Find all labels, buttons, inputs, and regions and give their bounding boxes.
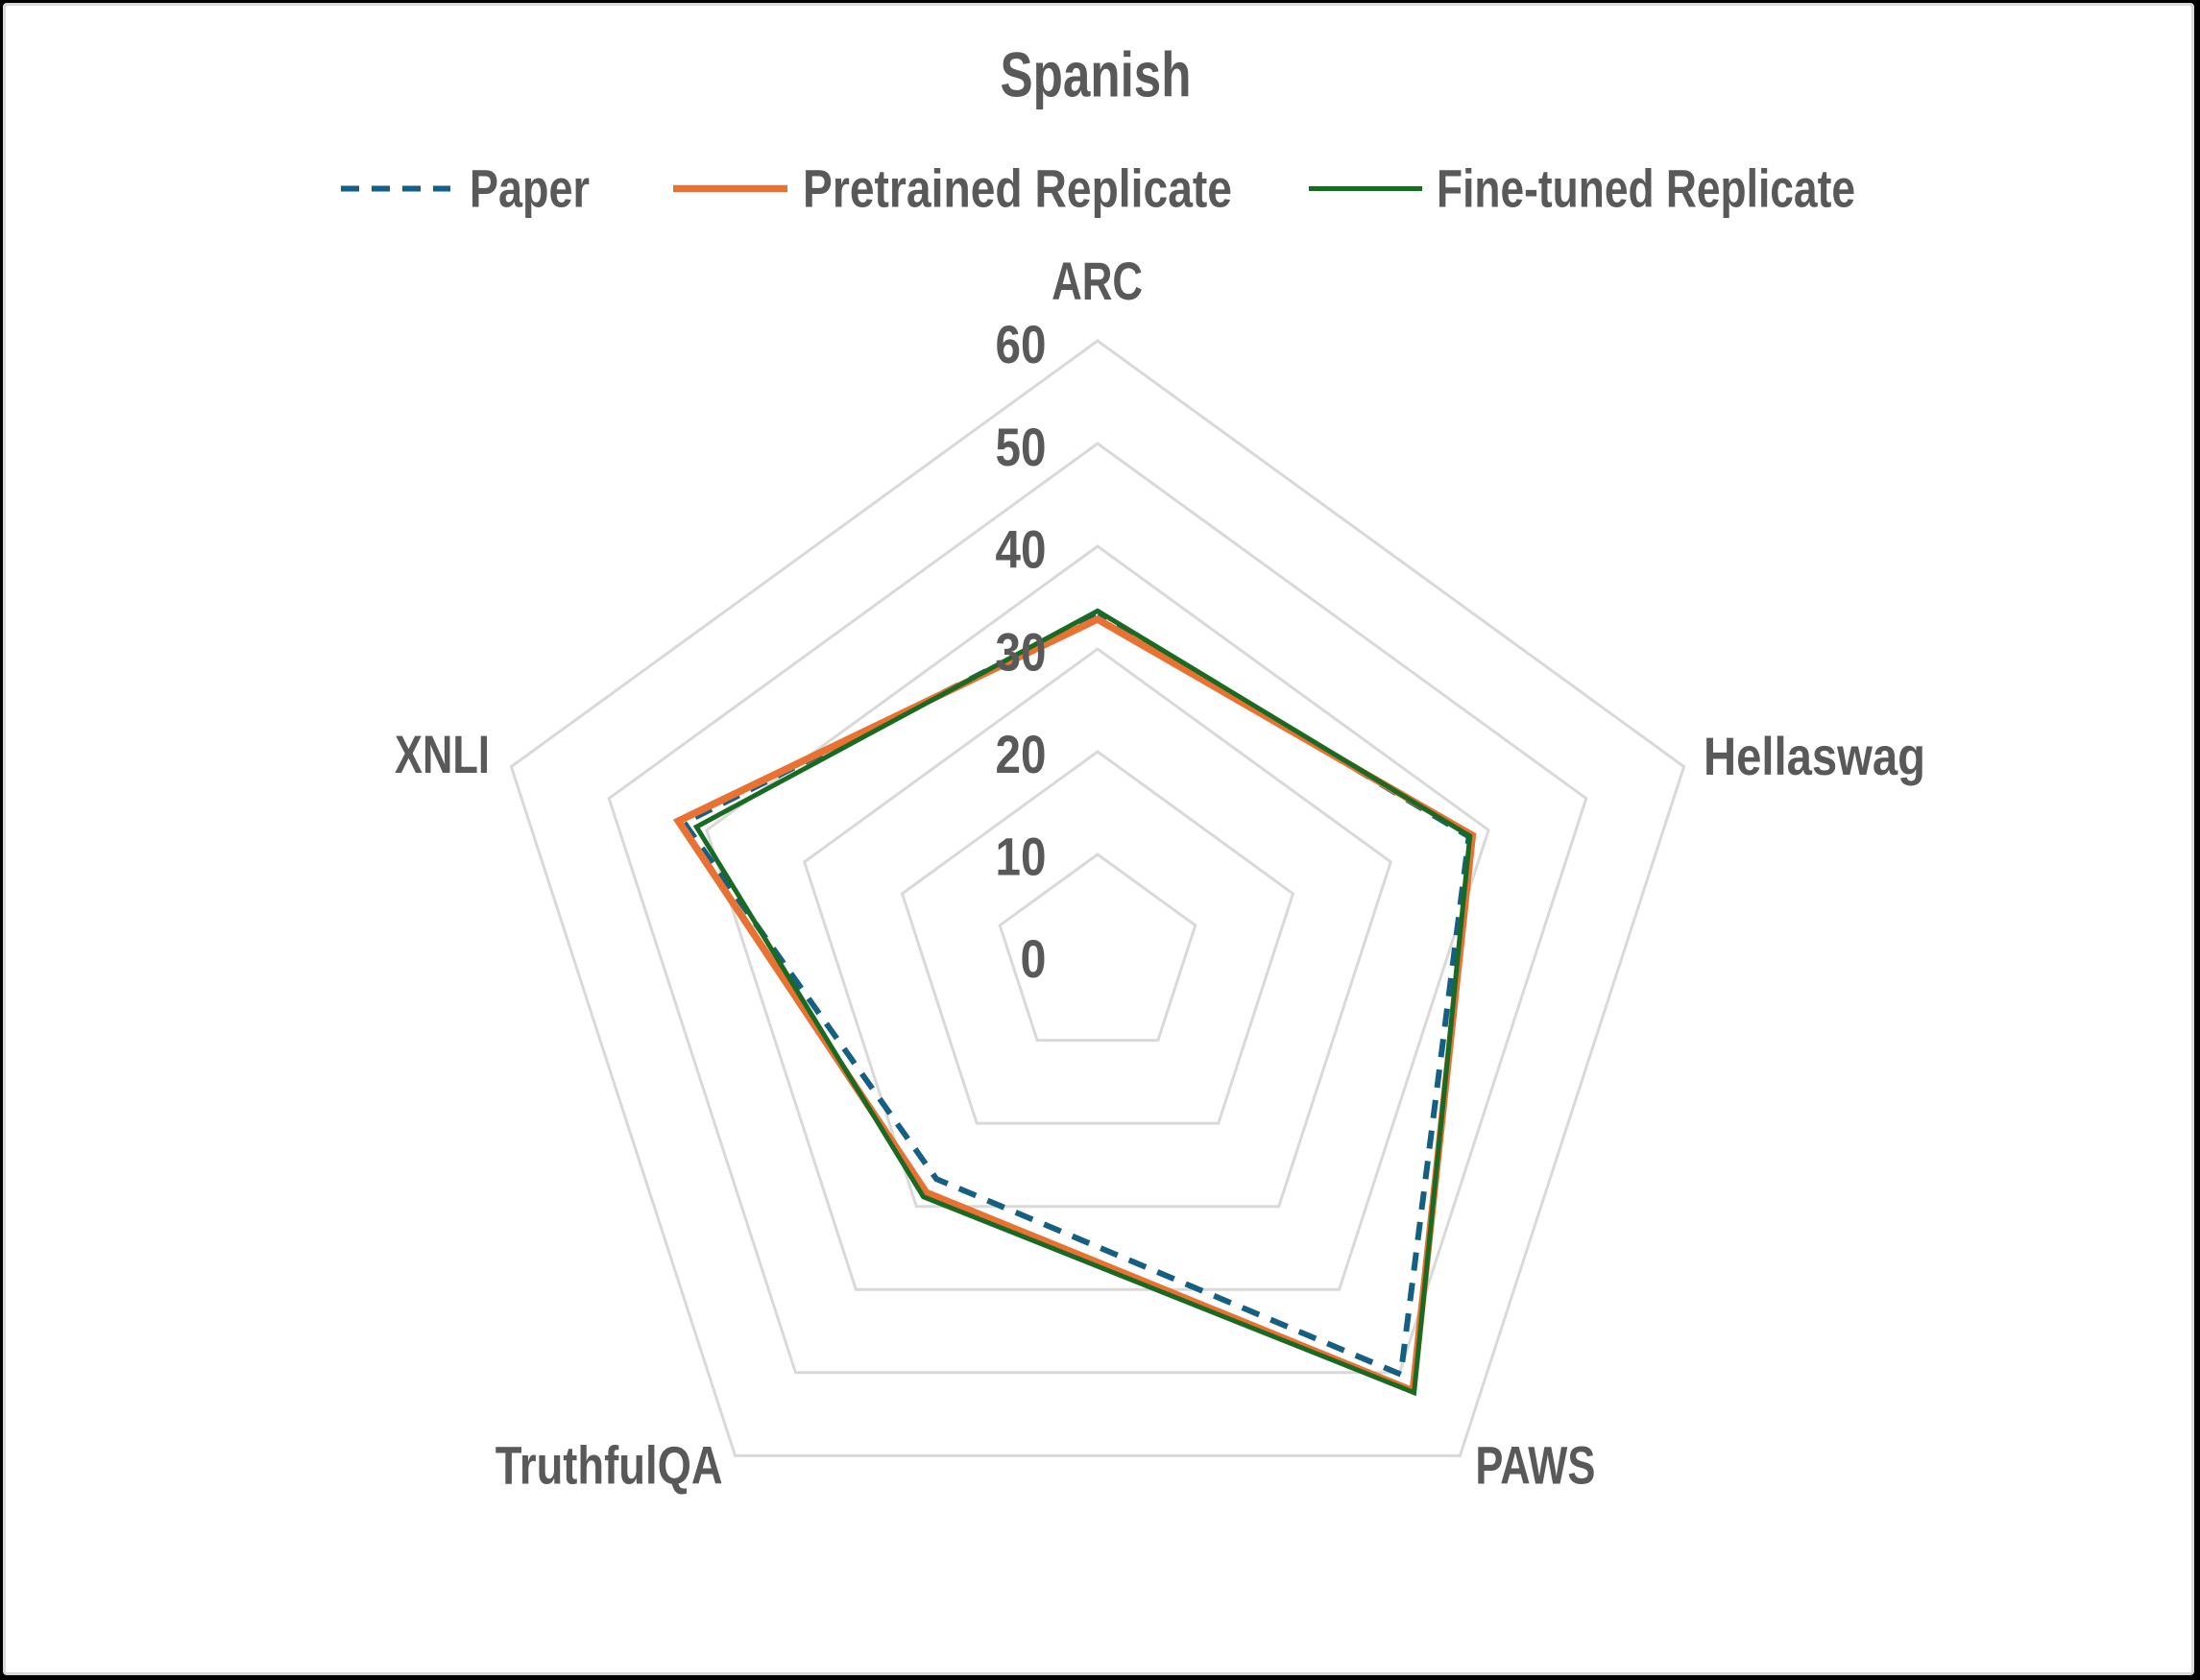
svg-text:ARC: ARC bbox=[1052, 251, 1143, 311]
svg-text:XNLI: XNLI bbox=[395, 724, 490, 784]
svg-text:0: 0 bbox=[1021, 928, 1047, 989]
svg-text:20: 20 bbox=[996, 724, 1047, 784]
svg-text:Pretrained Replicate: Pretrained Replicate bbox=[803, 158, 1232, 219]
svg-text:Hellaswag: Hellaswag bbox=[1704, 726, 1925, 786]
svg-text:Spanish: Spanish bbox=[1001, 39, 1192, 110]
svg-text:Fine-tuned Replicate: Fine-tuned Replicate bbox=[1437, 158, 1855, 219]
svg-text:40: 40 bbox=[996, 519, 1047, 580]
svg-text:30: 30 bbox=[996, 622, 1047, 683]
svg-text:PAWS: PAWS bbox=[1475, 1435, 1595, 1496]
svg-text:60: 60 bbox=[996, 314, 1047, 374]
svg-text:10: 10 bbox=[996, 827, 1047, 887]
svg-text:50: 50 bbox=[996, 417, 1047, 477]
svg-text:TruthfulQA: TruthfulQA bbox=[496, 1435, 723, 1496]
svg-text:Paper: Paper bbox=[470, 158, 590, 219]
